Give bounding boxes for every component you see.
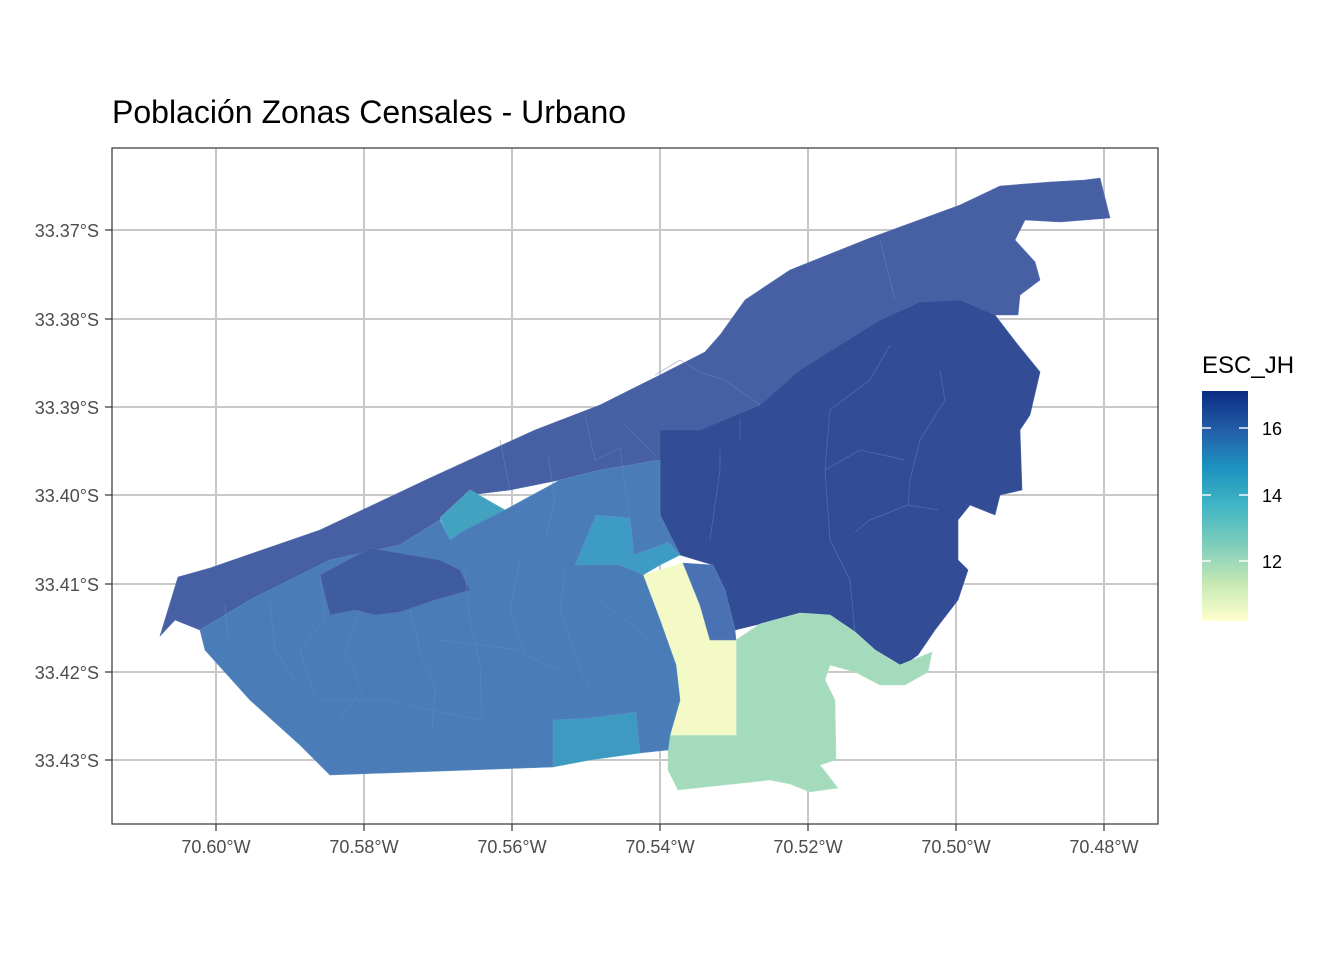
legend: ESC_JH 12 14 16: [1202, 352, 1294, 621]
region-east-block: [659, 299, 1041, 669]
x-tick-label: 70.48°W: [1069, 837, 1138, 857]
map-regions: [159, 177, 1111, 793]
x-tick-label: 70.56°W: [477, 837, 546, 857]
axis-ticks: [105, 229, 1105, 831]
y-tick-label: 33.40°S: [35, 486, 99, 506]
map-title: Población Zonas Censales - Urbano: [112, 94, 627, 130]
y-tick-label: 33.41°S: [35, 575, 99, 595]
y-tick-label: 33.38°S: [35, 310, 99, 330]
y-tick-label: 33.43°S: [35, 751, 99, 771]
legend-label: 14: [1262, 486, 1282, 506]
y-tick-label: 33.37°S: [35, 221, 99, 241]
y-tick-label: 33.42°S: [35, 663, 99, 683]
zone-boundaries: [224, 239, 946, 731]
x-tick-label: 70.60°W: [181, 837, 250, 857]
x-tick-label: 70.52°W: [773, 837, 842, 857]
region-central-west: [319, 547, 471, 616]
y-tick-label: 33.39°S: [35, 398, 99, 418]
legend-colorbar: [1202, 391, 1248, 621]
legend-label: 12: [1262, 552, 1282, 572]
x-tick-label: 70.54°W: [625, 837, 694, 857]
legend-ticks: [1202, 427, 1248, 562]
region-light-green: [667, 612, 933, 793]
legend-title: ESC_JH: [1202, 352, 1294, 379]
panel-border: [111, 147, 1159, 825]
region-central: [199, 459, 681, 776]
x-tick-label: 70.58°W: [329, 837, 398, 857]
legend-label: 16: [1262, 419, 1282, 439]
x-tick-label: 70.50°W: [921, 837, 990, 857]
region-east-medium: [682, 562, 737, 641]
